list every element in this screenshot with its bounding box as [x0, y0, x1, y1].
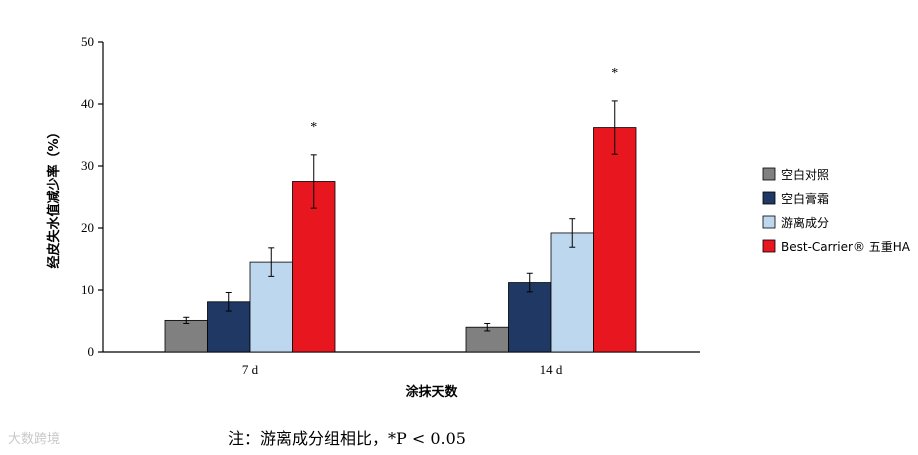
bar	[292, 181, 336, 353]
significance-mark: *	[611, 66, 618, 81]
bars: * 7 d * 14 d	[164, 66, 637, 377]
y-tick-label: 0	[88, 344, 95, 359]
x-axis-title: 涂抹天数	[405, 384, 458, 400]
bar	[593, 127, 637, 353]
bar	[164, 319, 208, 353]
legend-label: 空白膏霜	[781, 191, 829, 206]
legend-swatch	[762, 239, 776, 253]
x-tick-label: 14 d	[540, 362, 563, 377]
legend-label: Best-Carrier® 五重HA	[781, 240, 911, 254]
legend-swatch	[762, 215, 776, 229]
x-tick-label: 7 d	[242, 362, 259, 377]
watermark: 大数跨境	[8, 432, 61, 447]
significance-mark: *	[310, 120, 317, 135]
legend-label: 游离成分	[781, 215, 829, 230]
legend-label: 空白对照	[781, 167, 829, 182]
legend-swatch	[762, 191, 776, 205]
footnote: 注：游离成分组相比，*P < 0.05	[228, 429, 466, 448]
legend-swatch	[762, 167, 776, 181]
y-tick-label: 10	[81, 282, 94, 297]
y-tick-label: 40	[81, 96, 94, 111]
y-axis-title: 经皮失水值减少率（%）	[46, 125, 62, 268]
y-tick-label: 30	[81, 158, 94, 173]
bar	[550, 232, 594, 353]
bar	[508, 282, 552, 353]
y-tick-label: 50	[81, 34, 94, 49]
y-tick-label: 20	[81, 220, 94, 235]
